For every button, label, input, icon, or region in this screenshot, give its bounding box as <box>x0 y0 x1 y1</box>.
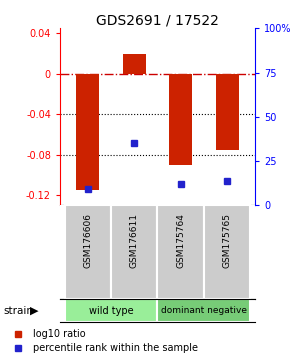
Bar <box>64 299 158 322</box>
Text: GSM176606: GSM176606 <box>83 213 92 268</box>
Text: GSM175764: GSM175764 <box>176 213 185 268</box>
Text: GSM176611: GSM176611 <box>130 213 139 268</box>
Text: ▶: ▶ <box>30 306 39 316</box>
Bar <box>76 74 100 190</box>
Text: log10 ratio: log10 ratio <box>33 329 86 339</box>
Bar <box>123 53 146 74</box>
Bar <box>215 74 239 150</box>
Title: GDS2691 / 17522: GDS2691 / 17522 <box>96 13 219 27</box>
Bar <box>158 205 204 299</box>
Text: dominant negative: dominant negative <box>161 306 247 315</box>
Text: wild type: wild type <box>89 306 134 316</box>
Bar <box>111 205 158 299</box>
Text: GSM175765: GSM175765 <box>223 213 232 268</box>
Bar <box>64 205 111 299</box>
Bar <box>204 205 250 299</box>
Text: percentile rank within the sample: percentile rank within the sample <box>33 343 198 353</box>
Bar <box>158 299 250 322</box>
Text: strain: strain <box>3 306 33 316</box>
Bar <box>169 74 192 165</box>
